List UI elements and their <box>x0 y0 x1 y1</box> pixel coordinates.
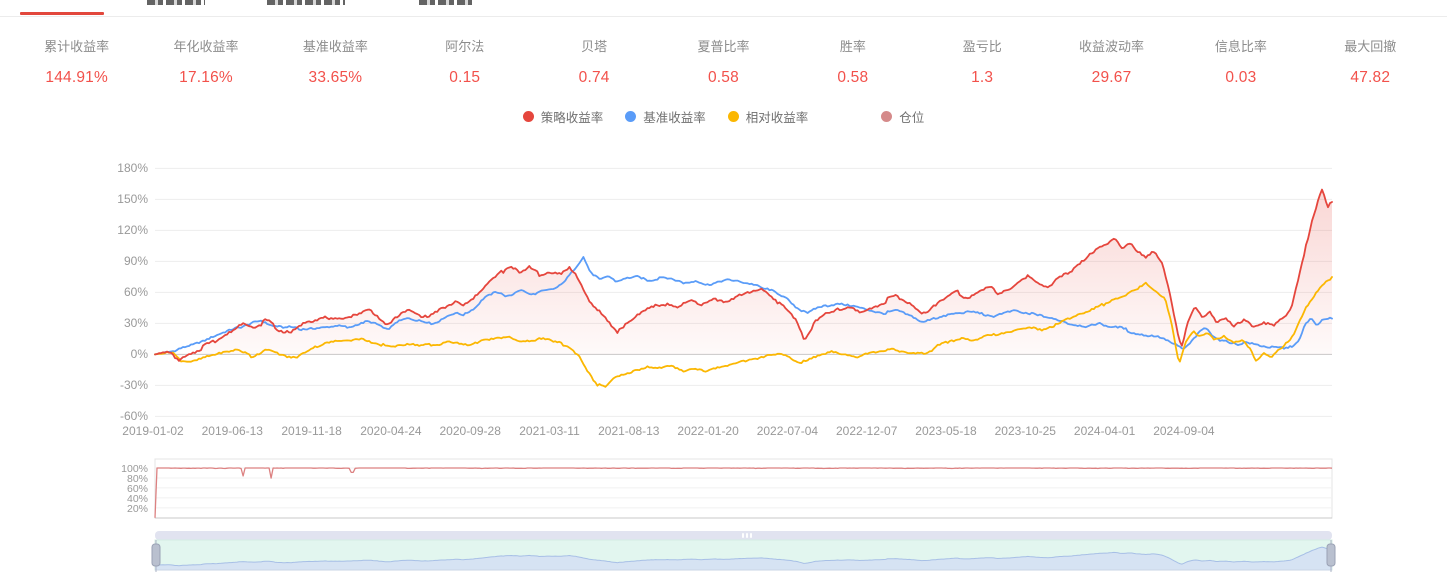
scrollbar-grip-icon[interactable] <box>746 533 748 538</box>
main-x-axis-label: 2020-04-24 <box>360 424 422 438</box>
position-y-axis-label: 60% <box>126 482 148 495</box>
clipped-tab-text-fragment-1[interactable] <box>147 0 205 5</box>
strategy-return-line <box>154 188 1333 362</box>
metric-item-5: 贝塔 0.74 <box>529 36 658 87</box>
main-y-axis-label: -30% <box>119 378 148 393</box>
main-x-axis-label: 2021-08-13 <box>598 424 660 438</box>
metrics-bar: 累计收益率 144.91% 年化收益率 17.16% 基准收益率 33.65% 阿尔法 0.1… <box>0 36 1447 87</box>
position-y-axis-label: 20% <box>126 502 148 515</box>
main-y-axis-label: 90% <box>123 254 148 269</box>
metric-value: 0.58 <box>837 69 869 86</box>
main-x-axis-label: 2022-12-07 <box>835 424 898 438</box>
legend-dot-icon <box>727 111 739 122</box>
metric-label: 信息比率 <box>1214 39 1267 54</box>
clipped-tab-text-fragment-2[interactable] <box>267 0 345 5</box>
metric-item-8: 盈亏比 1.3 <box>918 36 1047 87</box>
metric-value: 144.91% <box>45 69 108 86</box>
main-x-axis-label: 2019-06-13 <box>201 424 263 438</box>
metric-label: 夏普比率 <box>697 39 750 54</box>
main-x-axis-label: 2024-04-01 <box>1073 424 1136 438</box>
position-chart <box>154 458 1333 519</box>
main-y-axis-label: 0% <box>130 347 148 362</box>
main-y-axis-label: 30% <box>123 316 148 331</box>
main-x-axis-label: 2019-01-02 <box>122 424 184 438</box>
metric-value: 0.74 <box>578 69 610 86</box>
main-x-axis-label: 2024-09-04 <box>1153 424 1215 438</box>
metric-label: 基准收益率 <box>302 39 368 54</box>
metric-label: 盈亏比 <box>962 39 1002 54</box>
main-x-axis-label: 2019-11-18 <box>281 424 342 438</box>
main-x-axis-label: 2022-01-20 <box>677 424 739 438</box>
relative-return-line <box>154 276 1333 388</box>
scrollbar-grip-icon[interactable] <box>750 533 752 538</box>
navigator-outline <box>154 546 1333 567</box>
main-y-axis-label: 60% <box>123 285 148 300</box>
legend-item-3[interactable]: 相对收益率 <box>727 107 809 126</box>
main-x-axis-label: 2023-05-18 <box>915 424 977 438</box>
legend-item-label: 仓位 <box>899 111 925 125</box>
position-y-axis-label: 40% <box>126 492 148 505</box>
legend-dot-icon <box>625 111 637 122</box>
metric-value: 0.58 <box>707 69 739 86</box>
tab-bar <box>0 0 1447 17</box>
position-y-axis-label: 100% <box>121 463 148 475</box>
metric-item-11: 最大回撤 47.82 <box>1306 36 1435 87</box>
navigator-right-handle[interactable] <box>1326 543 1336 567</box>
metric-item-6: 夏普比率 0.58 <box>659 36 788 87</box>
metric-label: 年化收益率 <box>173 39 239 54</box>
legend-dot-icon <box>522 111 534 122</box>
strategy-area-fill <box>155 189 1332 361</box>
metric-value: 0.03 <box>1225 69 1257 86</box>
legend-item-label: 策略收益率 <box>540 111 604 125</box>
legend-item-2[interactable]: 基准收益率 <box>625 107 706 126</box>
legend-item-position[interactable]: 仓位 <box>881 107 924 126</box>
clipped-tab-text-fragment-3[interactable] <box>419 0 472 5</box>
main-x-axis-label: 2023-10-25 <box>994 424 1056 438</box>
main-x-axis-label: 2020-09-28 <box>439 424 501 438</box>
metric-label: 阿尔法 <box>445 39 485 54</box>
legend-item-label: 基准收益率 <box>643 111 706 125</box>
metric-value: 33.65% <box>308 69 363 86</box>
legend-item-1[interactable]: 策略收益率 <box>522 107 604 126</box>
main-y-axis-label: 180% <box>117 161 148 176</box>
navigator[interactable] <box>151 531 1336 572</box>
navigator-left-handle[interactable] <box>151 543 161 567</box>
legend-dot-icon <box>881 111 893 122</box>
legend-item-label: 相对收益率 <box>745 111 809 125</box>
metric-item-7: 胜率 0.58 <box>788 36 917 87</box>
metric-item-9: 收益波动率 29.67 <box>1047 36 1176 87</box>
metric-value: 17.16% <box>179 69 233 86</box>
metric-value: 47.82 <box>1350 69 1391 86</box>
main-y-axis-label: 120% <box>117 223 148 238</box>
main-y-axis-label: 150% <box>117 192 148 207</box>
position-y-axis-label: 80% <box>126 472 148 485</box>
metric-item-3: 基准收益率 33.65% <box>271 36 400 87</box>
main-y-axis-label: -60% <box>119 409 148 424</box>
active-tab-underline <box>20 12 104 15</box>
metric-item-10: 信息比率 0.03 <box>1176 36 1305 87</box>
metric-label: 最大回撤 <box>1344 39 1397 54</box>
metric-value: 1.3 <box>971 69 994 86</box>
legend-bar: 策略收益率 基准收益率 相对收益率 仓位 <box>0 107 1447 126</box>
scrollbar-grip-icon[interactable] <box>742 533 744 538</box>
metric-label: 累计收益率 <box>44 39 110 54</box>
metric-value: 29.67 <box>1091 69 1132 86</box>
metric-label: 贝塔 <box>581 39 608 54</box>
metric-item-1: 累计收益率 144.91% <box>12 36 141 87</box>
main-x-axis-label: 2022-07-04 <box>756 424 819 438</box>
metric-item-2: 年化收益率 17.16% <box>141 36 270 87</box>
benchmark-return-line <box>154 256 1333 356</box>
main-return-chart <box>154 167 1333 417</box>
metric-item-4: 阿尔法 0.15 <box>400 36 529 87</box>
metric-label: 胜率 <box>839 39 866 54</box>
main-x-axis-label: 2021-03-11 <box>519 424 580 438</box>
position-line <box>154 467 1333 518</box>
metric-value: 0.15 <box>449 69 481 86</box>
metric-label: 收益波动率 <box>1079 39 1145 54</box>
